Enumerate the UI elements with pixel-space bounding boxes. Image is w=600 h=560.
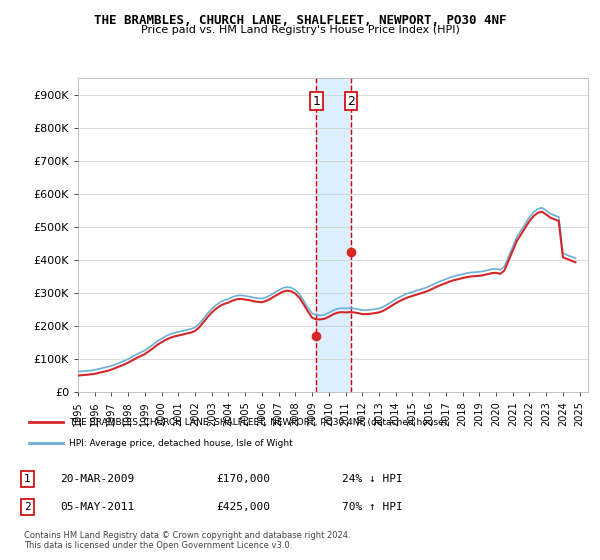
Text: £425,000: £425,000 <box>216 502 270 512</box>
Text: 1: 1 <box>313 95 320 108</box>
Text: 20-MAR-2009: 20-MAR-2009 <box>60 474 134 484</box>
Text: £170,000: £170,000 <box>216 474 270 484</box>
Text: 2: 2 <box>347 95 355 108</box>
Text: 24% ↓ HPI: 24% ↓ HPI <box>342 474 403 484</box>
Text: 2: 2 <box>24 502 31 512</box>
Bar <box>316 78 351 392</box>
Text: 05-MAY-2011: 05-MAY-2011 <box>60 502 134 512</box>
Text: THE BRAMBLES, CHURCH LANE, SHALFLEET, NEWPORT, PO30 4NF: THE BRAMBLES, CHURCH LANE, SHALFLEET, NE… <box>94 14 506 27</box>
Text: 1: 1 <box>24 474 31 484</box>
Text: Price paid vs. HM Land Registry's House Price Index (HPI): Price paid vs. HM Land Registry's House … <box>140 25 460 35</box>
Text: HPI: Average price, detached house, Isle of Wight: HPI: Average price, detached house, Isle… <box>69 438 293 447</box>
Text: Contains HM Land Registry data © Crown copyright and database right 2024.
This d: Contains HM Land Registry data © Crown c… <box>24 531 350 550</box>
Text: THE BRAMBLES, CHURCH LANE, SHALFLEET, NEWPORT, PO30 4NF (detached house): THE BRAMBLES, CHURCH LANE, SHALFLEET, NE… <box>69 418 447 427</box>
Text: 70% ↑ HPI: 70% ↑ HPI <box>342 502 403 512</box>
